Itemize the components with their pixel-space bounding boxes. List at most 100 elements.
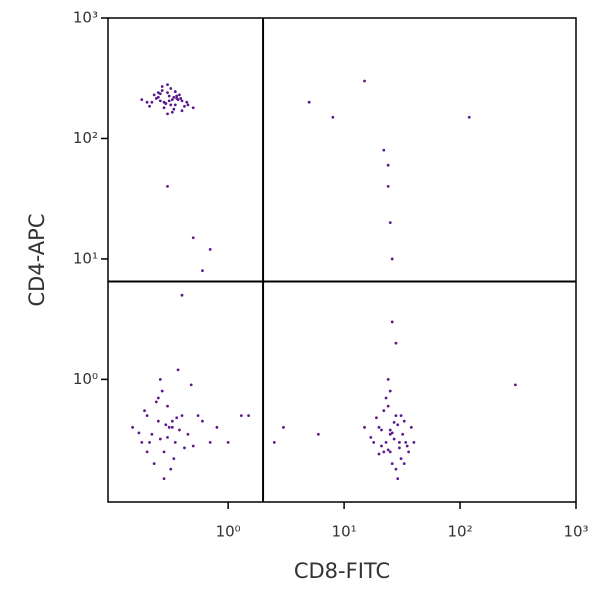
event-dot [158,377,162,381]
event-dot [162,450,166,454]
event-dot [170,419,174,423]
x-tick-label: 10⁰ [216,523,241,541]
event-dot [272,440,276,444]
event-dot [388,221,392,225]
y-axis-title: CD4-APC [25,213,49,306]
event-dot [140,440,144,444]
event-dot [388,389,392,393]
event-dot [380,444,383,448]
event-dot [390,462,394,466]
event-dot [183,446,186,450]
plot-frame [107,17,577,503]
event-dot [316,432,320,436]
event-dot [160,85,164,88]
event-dot [158,99,162,103]
event-dot [394,467,398,471]
event-dot [201,269,204,273]
event-dot [170,98,174,102]
event-dot [388,450,392,454]
event-dot [169,87,173,90]
event-dot [396,477,400,481]
event-dot [137,431,141,435]
event-dot [390,257,394,261]
event-dot [166,185,169,188]
event-dot [386,163,390,167]
event-dot [145,414,149,418]
x-tick-label: 10¹ [332,523,357,541]
event-dot [380,428,383,432]
event-dot [409,425,413,429]
event-dot [196,414,200,418]
event-dot [401,432,405,436]
event-dot [178,428,181,432]
event-dot [382,409,386,413]
event-dot [404,440,408,444]
event-dot [164,102,168,105]
event-dot [179,97,183,100]
event-dot [215,425,219,429]
event-dot [394,414,398,418]
event-dot [185,100,189,104]
event-dot [170,110,174,114]
event-dot [170,425,174,429]
event-dot [390,320,394,324]
event-dot [363,79,366,83]
event-dot [169,103,173,107]
event-dot [386,404,390,408]
event-dot [331,115,335,119]
y-tick-label: 10³ [73,9,98,27]
event-dot [166,404,169,408]
event-dot [166,112,169,116]
event-dot [191,106,195,110]
event-dot [386,448,390,452]
x-tick-label: 10² [447,523,472,541]
event-dot [388,432,392,436]
event-dot [386,185,390,188]
event-dot [166,83,169,86]
event-dot [156,419,160,423]
event-dot [175,94,179,98]
event-dot [180,293,184,297]
event-dot [191,236,195,240]
event-dot [148,440,151,444]
event-dot [156,91,160,95]
event-dot [158,437,162,441]
event-dot [175,97,179,100]
event-dot [399,457,403,461]
event-dot [166,91,169,95]
event-dot [307,100,311,104]
event-dot [372,440,376,444]
event-dot [392,420,396,424]
event-dot [180,109,184,113]
event-dot [412,440,416,444]
y-tick-label: 10⁰ [73,370,98,388]
event-dot [162,106,166,110]
event-dot [382,450,386,454]
event-dot [180,414,184,418]
event-dot [156,95,160,99]
event-dot [467,115,471,119]
event-dot [369,436,373,439]
y-tick-label: 10¹ [73,249,98,267]
event-dot [384,440,388,444]
event-dot [152,93,156,97]
event-dot [160,89,164,92]
event-dot [169,467,173,471]
event-dot [154,400,158,404]
event-dot [363,425,366,429]
x-axis-title: CD8-FITC [294,559,390,583]
event-dot [402,419,406,423]
event-dot [384,396,388,400]
event-dot [164,423,168,427]
event-dot [239,414,243,418]
event-dot [140,98,144,102]
event-dot [386,377,390,381]
event-dot [150,432,154,436]
event-dot [175,416,179,420]
event-dot [131,425,135,429]
event-dot [392,437,396,441]
event-dot [173,90,177,93]
event-dot [247,414,250,418]
event-dot [382,148,386,152]
